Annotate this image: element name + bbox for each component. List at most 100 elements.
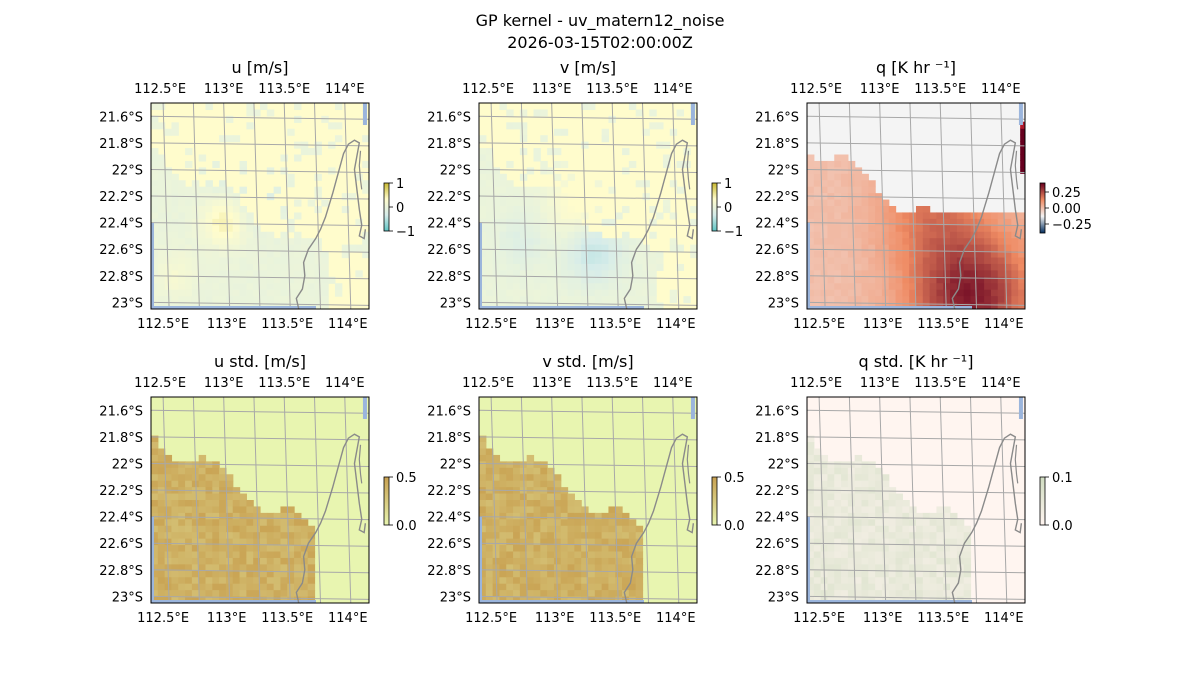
heatmap-cell <box>990 296 999 304</box>
heatmap-cell <box>239 225 247 233</box>
heatmap-cell <box>895 244 903 252</box>
heatmap-cell <box>513 186 521 194</box>
heatmap-cell <box>847 512 856 520</box>
heatmap-cell <box>950 244 958 252</box>
heatmap-cell <box>841 500 849 508</box>
heatmap-cell <box>547 186 555 194</box>
heatmap-cell <box>294 154 302 162</box>
heatmap-cell <box>834 160 842 168</box>
heatmap-cell <box>813 186 822 194</box>
heatmap-cell <box>526 596 535 603</box>
heatmap-cell <box>622 564 630 572</box>
heatmap-cell <box>622 538 630 546</box>
heatmap-cell <box>881 225 890 233</box>
heatmap-cell <box>171 302 179 309</box>
heatmap-cell <box>540 538 548 546</box>
heatmap-cell <box>608 302 616 309</box>
heatmap-cell <box>225 493 234 501</box>
heatmap-cell <box>307 263 316 271</box>
heatmap-cell <box>533 583 541 591</box>
lat-tick-label: 22.6°S <box>427 537 471 552</box>
heatmap-cell <box>807 454 815 462</box>
lon-tick-label-bottom: 113°E <box>535 317 575 332</box>
heatmap-cell <box>943 583 951 591</box>
heatmap-cell <box>239 538 247 546</box>
heatmap-cell <box>574 302 582 309</box>
heatmap-cell <box>246 538 254 546</box>
heatmap-cell <box>300 583 309 591</box>
heatmap-cell <box>185 500 193 508</box>
heatmap-cell <box>888 519 897 527</box>
heatmap-cell <box>813 263 822 271</box>
heatmap-cell <box>902 570 910 578</box>
heatmap-cell <box>553 506 562 514</box>
gridline-lat <box>807 409 1025 414</box>
heatmap-cell <box>266 270 275 278</box>
heatmap-cell <box>273 545 282 553</box>
heatmap-cell <box>171 557 179 565</box>
heatmap-cell <box>861 583 869 591</box>
heatmap-cell <box>608 506 616 514</box>
heatmap-cell <box>171 173 179 181</box>
heatmap-cell <box>902 212 910 220</box>
heatmap-cell <box>513 231 521 239</box>
heatmap-cell <box>950 251 958 259</box>
heatmap-cell <box>581 296 589 304</box>
heatmap-cell-high <box>1020 166 1025 174</box>
ocean-strip <box>1018 397 1023 419</box>
heatmap-cell <box>171 122 179 130</box>
heatmap-cell <box>628 519 637 527</box>
heatmap-cell <box>185 557 193 565</box>
heatmap-cell <box>260 276 268 284</box>
heatmap-cell <box>198 519 207 527</box>
heatmap-cell <box>191 296 200 304</box>
heatmap-cell <box>841 276 849 284</box>
heatmap-cell <box>171 231 179 239</box>
heatmap-cell <box>185 532 193 540</box>
heatmap-cell <box>608 289 616 297</box>
heatmap-cell <box>273 538 282 546</box>
heatmap-cell <box>847 199 856 207</box>
heatmap-cell <box>479 467 487 475</box>
panel-title: u std. [m/s] <box>214 352 306 371</box>
heatmap-cell <box>813 570 822 578</box>
heatmap-cell <box>813 167 822 175</box>
heatmap-cell <box>594 231 603 239</box>
heatmap-cell <box>151 103 159 111</box>
heatmap-cell <box>212 480 220 488</box>
heatmap-cell <box>669 289 678 297</box>
heatmap-cell <box>827 525 835 533</box>
heatmap-cell <box>916 564 924 572</box>
heatmap-cell <box>567 251 575 259</box>
heatmap-cell <box>479 173 487 181</box>
heatmap-cell <box>157 564 166 572</box>
heatmap-cell <box>560 270 569 278</box>
heatmap-cell <box>813 506 822 514</box>
heatmap-cell <box>622 519 630 527</box>
heatmap-cell <box>861 218 869 226</box>
heatmap-cell <box>260 519 268 527</box>
heatmap-cell <box>212 564 220 572</box>
heatmap-cell <box>499 289 507 297</box>
heatmap-cell <box>574 551 582 559</box>
heatmap-cell <box>533 154 541 162</box>
heatmap-cell <box>895 257 903 265</box>
heatmap-cell <box>841 461 849 469</box>
heatmap-cell <box>253 231 261 239</box>
heatmap-cell <box>807 583 815 591</box>
heatmap-cell <box>807 186 815 194</box>
heatmap-cell <box>526 532 535 540</box>
heatmap-cell <box>157 557 166 565</box>
heatmap-cell <box>847 570 856 578</box>
heatmap-cell <box>246 103 254 111</box>
heatmap-cell <box>622 167 630 175</box>
heatmap-cell <box>253 257 261 265</box>
heatmap-cell <box>875 289 883 297</box>
heatmap-cell <box>479 500 487 508</box>
heatmap-cell <box>171 225 179 233</box>
heatmap-cell <box>540 590 548 598</box>
heatmap-cell <box>499 270 507 278</box>
heatmap-cell <box>307 551 316 559</box>
heatmap-cell <box>540 545 548 553</box>
heatmap-cell <box>615 545 623 553</box>
